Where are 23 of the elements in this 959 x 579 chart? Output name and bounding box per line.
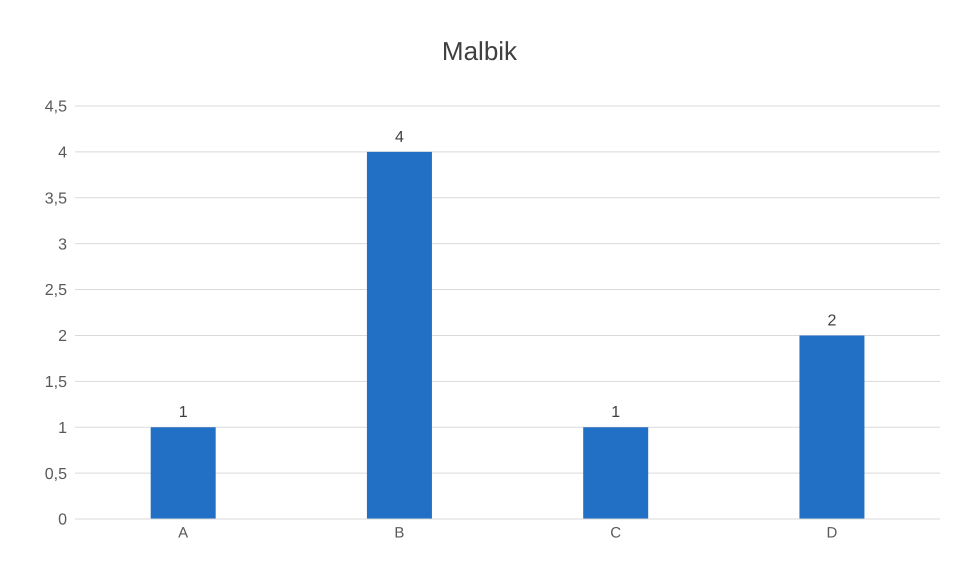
y-tick-label: 0,5	[44, 466, 68, 483]
bar	[799, 335, 864, 519]
x-tick-label: A	[178, 524, 188, 542]
bar	[366, 152, 432, 519]
x-tick-label: B	[394, 524, 404, 542]
bar	[150, 427, 216, 519]
y-tick-label: 4,5	[44, 98, 68, 116]
y-tick-label: 1,5	[44, 374, 68, 392]
data-label: 2	[827, 312, 836, 330]
y-tick-label: 3	[58, 236, 68, 254]
x-tick-label: C	[610, 524, 622, 542]
bar	[583, 427, 648, 519]
y-tick-label: 1	[58, 420, 68, 437]
data-label: 1	[611, 404, 620, 422]
y-tick-label: 4	[58, 144, 68, 162]
chart-title: Malbik	[440, 36, 518, 67]
y-tick-label: 2	[58, 328, 68, 346]
x-tick-label: D	[826, 524, 838, 542]
data-label: 4	[394, 128, 404, 146]
y-tick-label: 2,5	[44, 282, 68, 300]
y-tick-label: 3,5	[44, 190, 68, 208]
y-tick-label: 0	[58, 512, 68, 529]
data-label: 1	[178, 404, 188, 422]
